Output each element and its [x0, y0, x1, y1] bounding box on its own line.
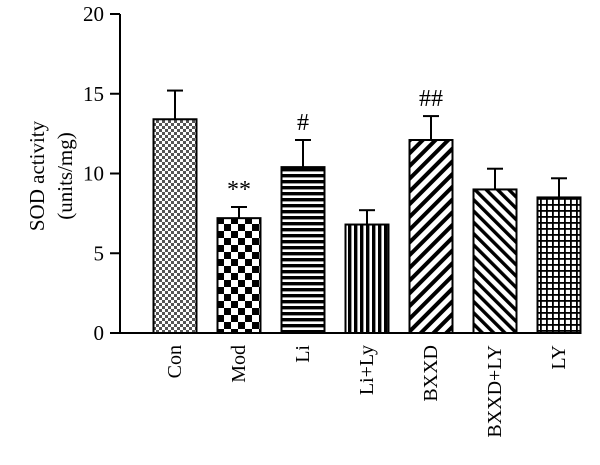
bar-con [152, 118, 198, 334]
bar-mod [216, 217, 262, 334]
bar-bxxd [408, 139, 454, 334]
y-axis-label: SOD activity [25, 120, 49, 231]
category-label-mod: Mod [228, 345, 250, 383]
category-label-con: Con [164, 345, 186, 378]
significance-mod: ** [227, 177, 251, 203]
y-tick-label-5: 5 [94, 241, 105, 265]
category-label-li-ly: Li+Ly [356, 345, 378, 395]
y-tick-label-0: 0 [94, 321, 105, 345]
category-label-li: Li [292, 345, 314, 363]
significance-bxxd: ## [419, 86, 443, 112]
error-bars [167, 89, 567, 225]
y-tick-label-20: 20 [83, 2, 104, 26]
y-axis-unit: (units/mg) [53, 132, 77, 220]
category-labels: Con Mod Li Li+Ly BXXD BXXD+LY LY [164, 345, 570, 438]
annotations: **### [227, 86, 443, 203]
y-axis-title: SOD activity (units/mg) [25, 120, 77, 231]
category-label-ly: LY [548, 345, 570, 370]
bars [152, 118, 582, 334]
category-label-bxxd-ly: BXXD+LY [484, 345, 506, 438]
category-label-bxxd: BXXD [420, 345, 442, 402]
y-ticks: 0 5 10 15 20 [83, 2, 120, 345]
y-tick-label-10: 10 [83, 162, 104, 186]
bar-bxxd-ly [472, 188, 518, 334]
bar-li-ly [344, 223, 390, 334]
significance-li: # [297, 110, 309, 136]
bar-li [280, 166, 326, 334]
bar-ly [536, 196, 582, 334]
y-tick-label-15: 15 [83, 82, 104, 106]
